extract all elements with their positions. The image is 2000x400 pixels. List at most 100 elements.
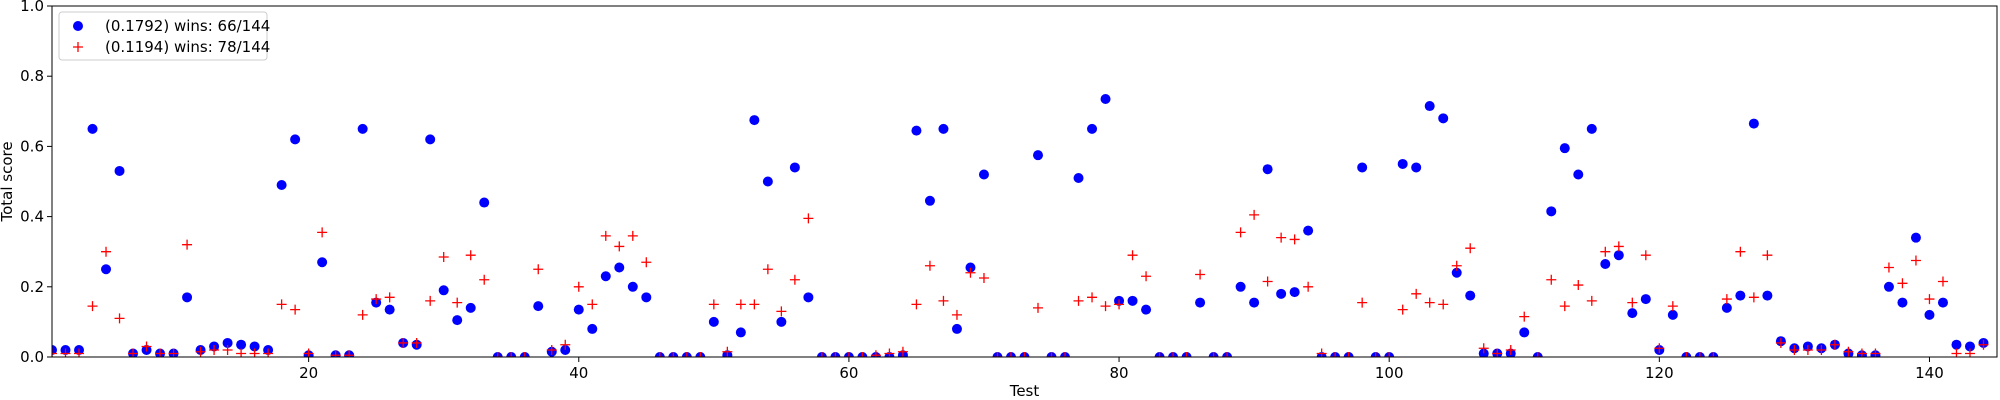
data-point-plus — [1681, 352, 1692, 357]
data-point-circle — [101, 264, 112, 275]
data-point-circle — [911, 125, 922, 136]
data-point-plus — [101, 246, 112, 257]
data-point-plus — [1586, 295, 1597, 306]
data-point-plus — [1087, 292, 1098, 303]
data-point-circle — [1964, 341, 1975, 352]
data-point-plus — [1789, 344, 1800, 355]
data-point-plus — [1546, 274, 1557, 285]
data-point-circle — [1127, 295, 1138, 306]
data-point-circle — [951, 323, 962, 334]
data-point-plus — [1249, 209, 1260, 220]
data-point-circle — [776, 316, 787, 327]
data-point-circle — [1627, 308, 1638, 319]
data-point-circle — [1357, 162, 1368, 173]
data-point-circle — [1397, 158, 1408, 169]
data-point-plus — [1114, 299, 1125, 310]
data-point-circle — [465, 302, 476, 313]
data-point-plus — [411, 337, 422, 348]
x-tick-label: 60 — [839, 364, 858, 382]
data-point-plus — [1505, 344, 1516, 355]
data-point-plus — [1397, 304, 1408, 315]
data-point-circle — [1451, 267, 1462, 278]
data-point-plus — [1222, 352, 1233, 357]
data-point-plus — [1127, 250, 1138, 261]
x-tick-label: 140 — [1915, 364, 1944, 382]
data-point-circle — [1289, 287, 1300, 298]
data-point-plus — [1411, 288, 1422, 299]
data-point-plus — [465, 250, 476, 261]
data-point-plus — [1532, 352, 1543, 357]
data-point-plus — [938, 295, 949, 306]
data-point-circle — [1559, 143, 1570, 154]
data-point-plus — [722, 346, 733, 357]
data-point-circle — [1519, 327, 1530, 338]
data-point-circle — [803, 292, 814, 303]
data-point-plus — [492, 352, 503, 357]
data-point-plus — [1978, 339, 1989, 350]
data-point-circle — [1951, 339, 1962, 350]
data-point-plus — [1465, 243, 1476, 254]
series-1 — [52, 94, 1989, 357]
data-point-plus — [1208, 352, 1219, 357]
data-point-plus — [533, 264, 544, 275]
data-point-plus — [1141, 271, 1152, 282]
data-point-circle — [560, 344, 571, 355]
data-point-circle — [641, 292, 652, 303]
legend: (0.1792) wins: 66/144 (0.1194) wins: 78/1… — [58, 11, 270, 61]
data-point-circle — [762, 176, 773, 187]
data-point-plus — [344, 350, 355, 357]
data-point-circle — [317, 257, 328, 268]
data-point-plus — [1667, 301, 1678, 312]
data-point-plus — [1046, 352, 1057, 357]
legend-label: (0.1194) wins: 78/144 — [105, 38, 270, 56]
y-axis-label: Total score — [0, 141, 16, 222]
data-point-circle — [735, 327, 746, 338]
data-point-circle — [1883, 281, 1894, 292]
data-point-plus — [1910, 255, 1921, 266]
data-point-plus — [641, 257, 652, 268]
x-tick-label: 100 — [1375, 364, 1404, 382]
data-point-circle — [182, 292, 193, 303]
data-point-circle — [1411, 162, 1422, 173]
data-point-plus — [1843, 346, 1854, 357]
data-point-plus — [1100, 301, 1111, 312]
data-point-plus — [870, 350, 881, 357]
data-point-circle — [708, 316, 719, 327]
data-point-plus — [1424, 297, 1435, 308]
data-point-circle — [1640, 294, 1651, 305]
x-tick-label: 120 — [1645, 364, 1674, 382]
data-point-plus — [1559, 301, 1570, 312]
data-point-plus — [830, 352, 841, 357]
data-point-plus — [357, 309, 368, 320]
data-point-plus — [1478, 343, 1489, 354]
data-point-circle — [1613, 250, 1624, 261]
data-point-plus — [654, 352, 665, 357]
data-point-circle — [357, 123, 368, 134]
data-point-plus — [992, 352, 1003, 357]
data-point-plus — [573, 281, 584, 292]
legend-marker — [73, 42, 83, 52]
data-point-circle — [627, 281, 638, 292]
data-point-plus — [857, 352, 868, 357]
data-point-plus — [1303, 281, 1314, 292]
data-point-plus — [1762, 250, 1773, 261]
data-point-plus — [317, 227, 328, 238]
data-point-circle — [52, 344, 57, 355]
data-point-plus — [695, 352, 706, 357]
data-point-plus — [1033, 302, 1044, 313]
data-point-plus — [843, 352, 854, 357]
data-point-plus — [1883, 262, 1894, 273]
data-point-circle — [924, 195, 935, 206]
data-point-circle — [1195, 297, 1206, 308]
data-point-circle — [749, 115, 760, 126]
data-point-plus — [560, 339, 571, 350]
data-point-plus — [978, 273, 989, 284]
data-point-circle — [1235, 281, 1246, 292]
data-point-plus — [1289, 234, 1300, 245]
data-point-circle — [614, 262, 625, 273]
data-point-plus — [371, 294, 382, 305]
data-point-circle — [1073, 172, 1084, 183]
data-point-plus — [1168, 352, 1179, 357]
data-point-circle — [573, 304, 584, 315]
data-point-plus — [614, 241, 625, 252]
